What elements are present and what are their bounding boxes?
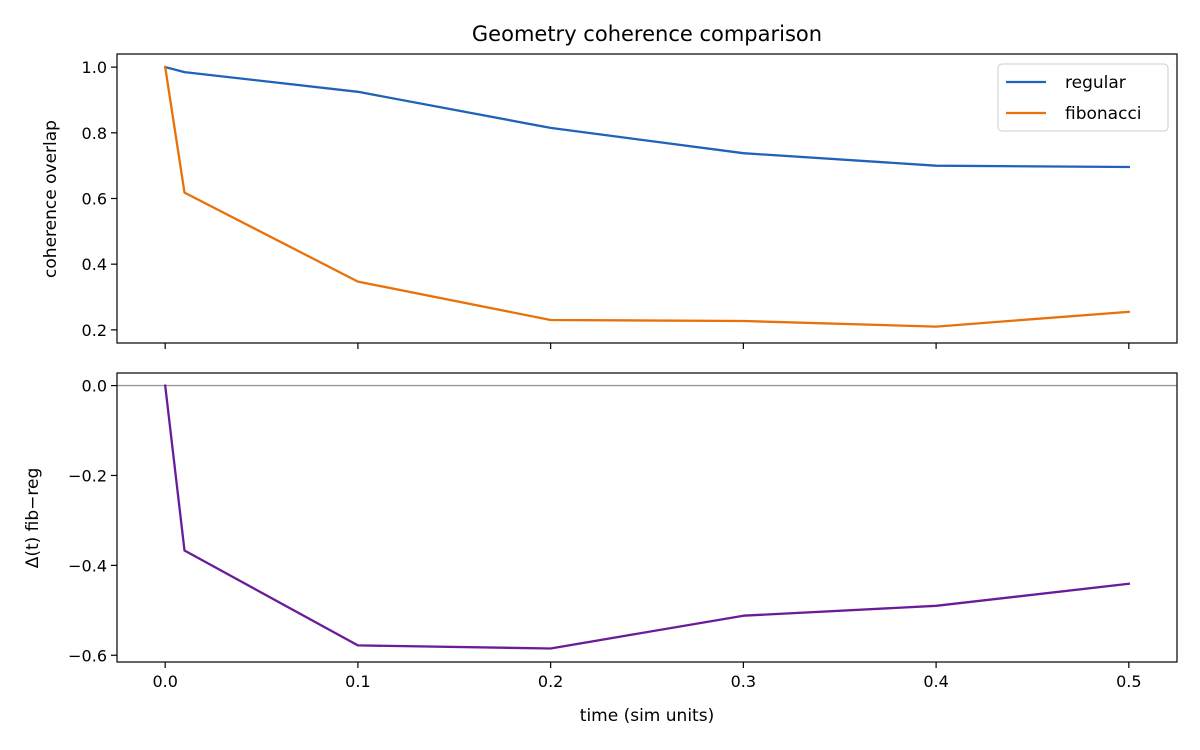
top-y-tick-label: 0.6 [82,190,107,209]
bottom-y-tick-label: −0.4 [68,556,107,575]
legend-label-fibonacci: fibonacci [1065,104,1142,124]
bottom-x-tick-label: 0.2 [538,672,563,691]
bottom-x-tick-label: 0.0 [152,672,177,691]
chart-title: Geometry coherence comparison [472,22,822,46]
bottom-y-axis-label: Δ(t) fib−reg [23,468,43,569]
bottom-x-tick-label: 0.3 [731,672,756,691]
top-y-axis-label: coherence overlap [41,120,61,278]
bottom-y-tick-label: −0.6 [68,646,107,665]
legend: regular fibonacci [997,63,1169,132]
bottom-x-tick-label: 0.4 [923,672,948,691]
top-y-tick-label: 0.4 [82,255,107,274]
top-series-line-fibonacci [163,65,1131,328]
x-axis-label: time (sim units) [580,706,714,726]
bottom-y-tick-label: 0.0 [82,377,107,396]
bottom-x-tick-label: 0.1 [345,672,370,691]
top-y-tick-label: 0.2 [82,321,107,340]
bottom-axes-frame [116,372,1178,663]
legend-box [997,63,1169,132]
bottom-x-tick-label: 0.5 [1116,672,1141,691]
top-y-tick-label: 0.8 [82,124,107,143]
top-panel: 0.2 0.4 0.6 0.8 1.0 [82,53,1178,349]
top-series-line-regular [163,65,1130,169]
bottom-series-line-delta [163,384,1131,650]
top-y-tick-label: 1.0 [82,58,107,77]
bottom-y-tick-label: −0.2 [68,466,107,485]
bottom-panel: 0.0 0.1 0.2 0.3 0.4 0.5 0.0 −0.2 −0.4 −0.6 [68,372,1178,691]
legend-label-regular: regular [1065,73,1126,93]
